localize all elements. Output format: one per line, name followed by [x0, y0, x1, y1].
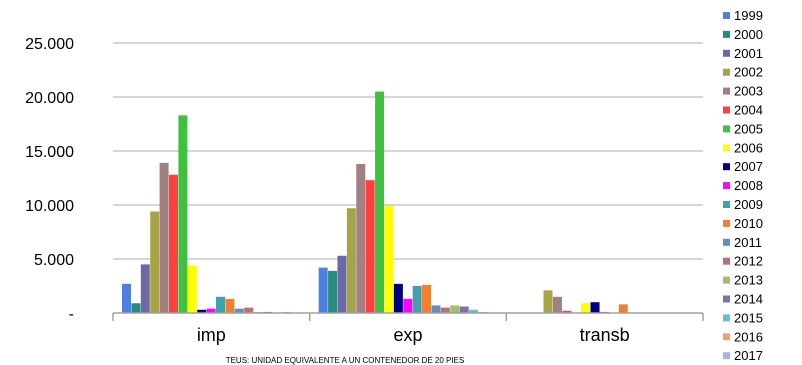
bar-2012-imp: [244, 307, 254, 313]
bar-2002-imp: [150, 211, 160, 313]
bar-2002-transb: [543, 290, 553, 313]
bar-2006-imp: [187, 265, 197, 313]
y-tick-label: 15.000: [25, 144, 74, 161]
legend-swatch: [723, 144, 730, 152]
bar-2000-imp: [131, 303, 141, 313]
bar-2002-exp: [346, 208, 356, 313]
legend-label: 2004: [734, 103, 763, 118]
legend-swatch: [723, 182, 730, 190]
bar-2010-exp: [422, 284, 432, 313]
bar-2001-imp: [140, 264, 150, 313]
bar-2006-transb: [581, 303, 591, 313]
legend-label: 2010: [734, 216, 763, 231]
legend-label: 2006: [734, 140, 763, 155]
x-category-label: exp: [393, 325, 422, 345]
legend-label: 2003: [734, 84, 763, 99]
y-tick-label: 25.000: [25, 36, 74, 53]
bar-2004-imp: [169, 174, 178, 313]
bar-2011-exp: [431, 305, 441, 313]
legend-label: 2012: [734, 254, 763, 269]
bar-2008-imp: [206, 308, 216, 313]
bar-2007-imp: [197, 309, 207, 313]
bar-2003-transb: [552, 296, 562, 313]
legend-swatch: [723, 295, 730, 303]
bar-2005-imp: [178, 115, 188, 313]
legend-label: 2001: [734, 46, 763, 61]
y-axis-tick-labels: - 5.000 10.000 15.000 20.000 25.000: [25, 36, 74, 323]
y-tick-label: 10.000: [25, 198, 74, 215]
bar-2003-exp: [356, 163, 366, 313]
bar-2010-imp: [225, 298, 235, 313]
gridlines: [113, 42, 703, 260]
bar-2009-exp: [412, 286, 422, 313]
y-tick-label: 5.000: [34, 252, 74, 269]
legend-swatch: [723, 257, 730, 265]
legend-label: 2007: [734, 159, 763, 174]
legend-label: 2017: [734, 348, 763, 363]
legend-swatch: [723, 30, 730, 38]
bar-2004-transb: [562, 310, 572, 313]
legend-label: 2011: [734, 235, 762, 250]
x-category-label: transb: [580, 325, 630, 345]
bar-2000-exp: [328, 270, 338, 313]
legend-label: 2016: [734, 329, 763, 344]
bar-2010-transb: [618, 304, 628, 313]
legend-label: 2000: [734, 27, 763, 42]
legend-swatch: [723, 333, 730, 341]
chart-footnote: TEUS: UNIDAD EQUIVALENTE A UN CONTENEDOR…: [226, 356, 465, 365]
legend-swatch: [723, 106, 730, 114]
bar-1999-imp: [122, 283, 131, 313]
legend: 1999 2000 2001 2002 2003 2004 2005 2006 2007 2008…: [723, 8, 763, 363]
legend-swatch: [723, 12, 730, 19]
bar-2007-exp: [393, 283, 403, 313]
bar-2011-imp: [234, 308, 244, 313]
bar-2013-exp: [450, 305, 460, 313]
bar-2007-transb: [590, 302, 600, 313]
bar-2008-exp: [403, 298, 413, 313]
legend-swatch: [723, 201, 730, 208]
bar-2015-exp: [469, 309, 479, 313]
legend-label: 2014: [734, 292, 763, 307]
bars: [122, 91, 628, 313]
legend-label: 2015: [734, 310, 763, 325]
legend-swatch: [723, 87, 730, 95]
legend-label: 2002: [734, 65, 763, 80]
x-axis-category-labels: imp exp transb: [112, 313, 704, 345]
legend-swatch: [723, 219, 730, 227]
legend-swatch: [723, 163, 730, 171]
bar-2005-exp: [375, 91, 385, 313]
bar-1999-exp: [318, 267, 328, 313]
x-category-label: imp: [197, 325, 226, 345]
bar-2003-imp: [159, 162, 169, 313]
y-tick-label: 20.000: [25, 90, 74, 107]
legend-swatch: [723, 49, 730, 57]
bar-2004-exp: [365, 180, 375, 313]
legend-label: 2005: [734, 121, 763, 136]
legend-swatch: [723, 238, 730, 246]
y-tick-label: -: [69, 306, 74, 323]
bar-2006-exp: [384, 206, 394, 313]
legend-label: 2013: [734, 273, 763, 288]
legend-swatch: [723, 314, 730, 322]
legend-label: 2008: [734, 178, 763, 193]
bar-2001-exp: [337, 255, 347, 313]
legend-label: 1999: [734, 8, 763, 23]
bar-2009-imp: [216, 296, 225, 313]
legend-swatch: [723, 352, 730, 360]
legend-swatch: [723, 276, 730, 284]
bar-2012-exp: [440, 307, 450, 313]
legend-label: 2009: [734, 197, 763, 212]
bar-2014-exp: [459, 306, 469, 313]
legend-swatch: [723, 125, 730, 133]
legend-swatch: [723, 68, 730, 76]
